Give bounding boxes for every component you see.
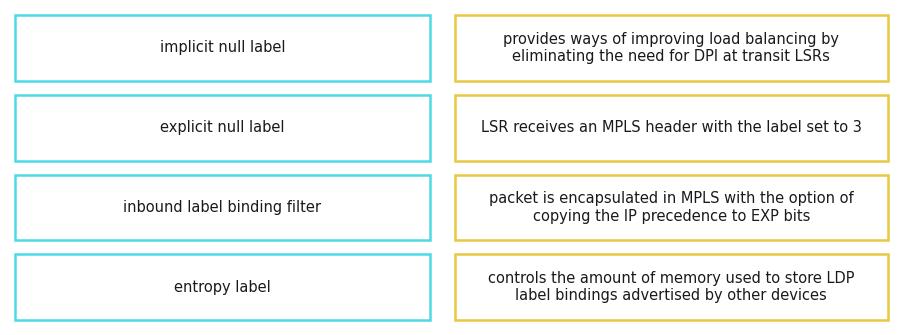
Text: LSR receives an MPLS header with the label set to 3: LSR receives an MPLS header with the lab…	[481, 120, 861, 135]
Text: explicit null label: explicit null label	[160, 120, 284, 135]
FancyBboxPatch shape	[15, 254, 429, 320]
Text: implicit null label: implicit null label	[160, 41, 285, 55]
FancyBboxPatch shape	[455, 175, 887, 240]
Text: provides ways of improving load balancing by
eliminating the need for DPI at tra: provides ways of improving load balancin…	[502, 32, 838, 64]
FancyBboxPatch shape	[455, 15, 887, 81]
Text: packet is encapsulated in MPLS with the option of
copying the IP precedence to E: packet is encapsulated in MPLS with the …	[489, 191, 852, 223]
FancyBboxPatch shape	[15, 175, 429, 240]
FancyBboxPatch shape	[15, 15, 429, 81]
Text: inbound label binding filter: inbound label binding filter	[124, 200, 321, 215]
Text: controls the amount of memory used to store LDP
label bindings advertised by oth: controls the amount of memory used to st…	[488, 271, 853, 303]
FancyBboxPatch shape	[15, 95, 429, 160]
FancyBboxPatch shape	[455, 95, 887, 160]
Text: entropy label: entropy label	[174, 280, 271, 294]
FancyBboxPatch shape	[455, 254, 887, 320]
